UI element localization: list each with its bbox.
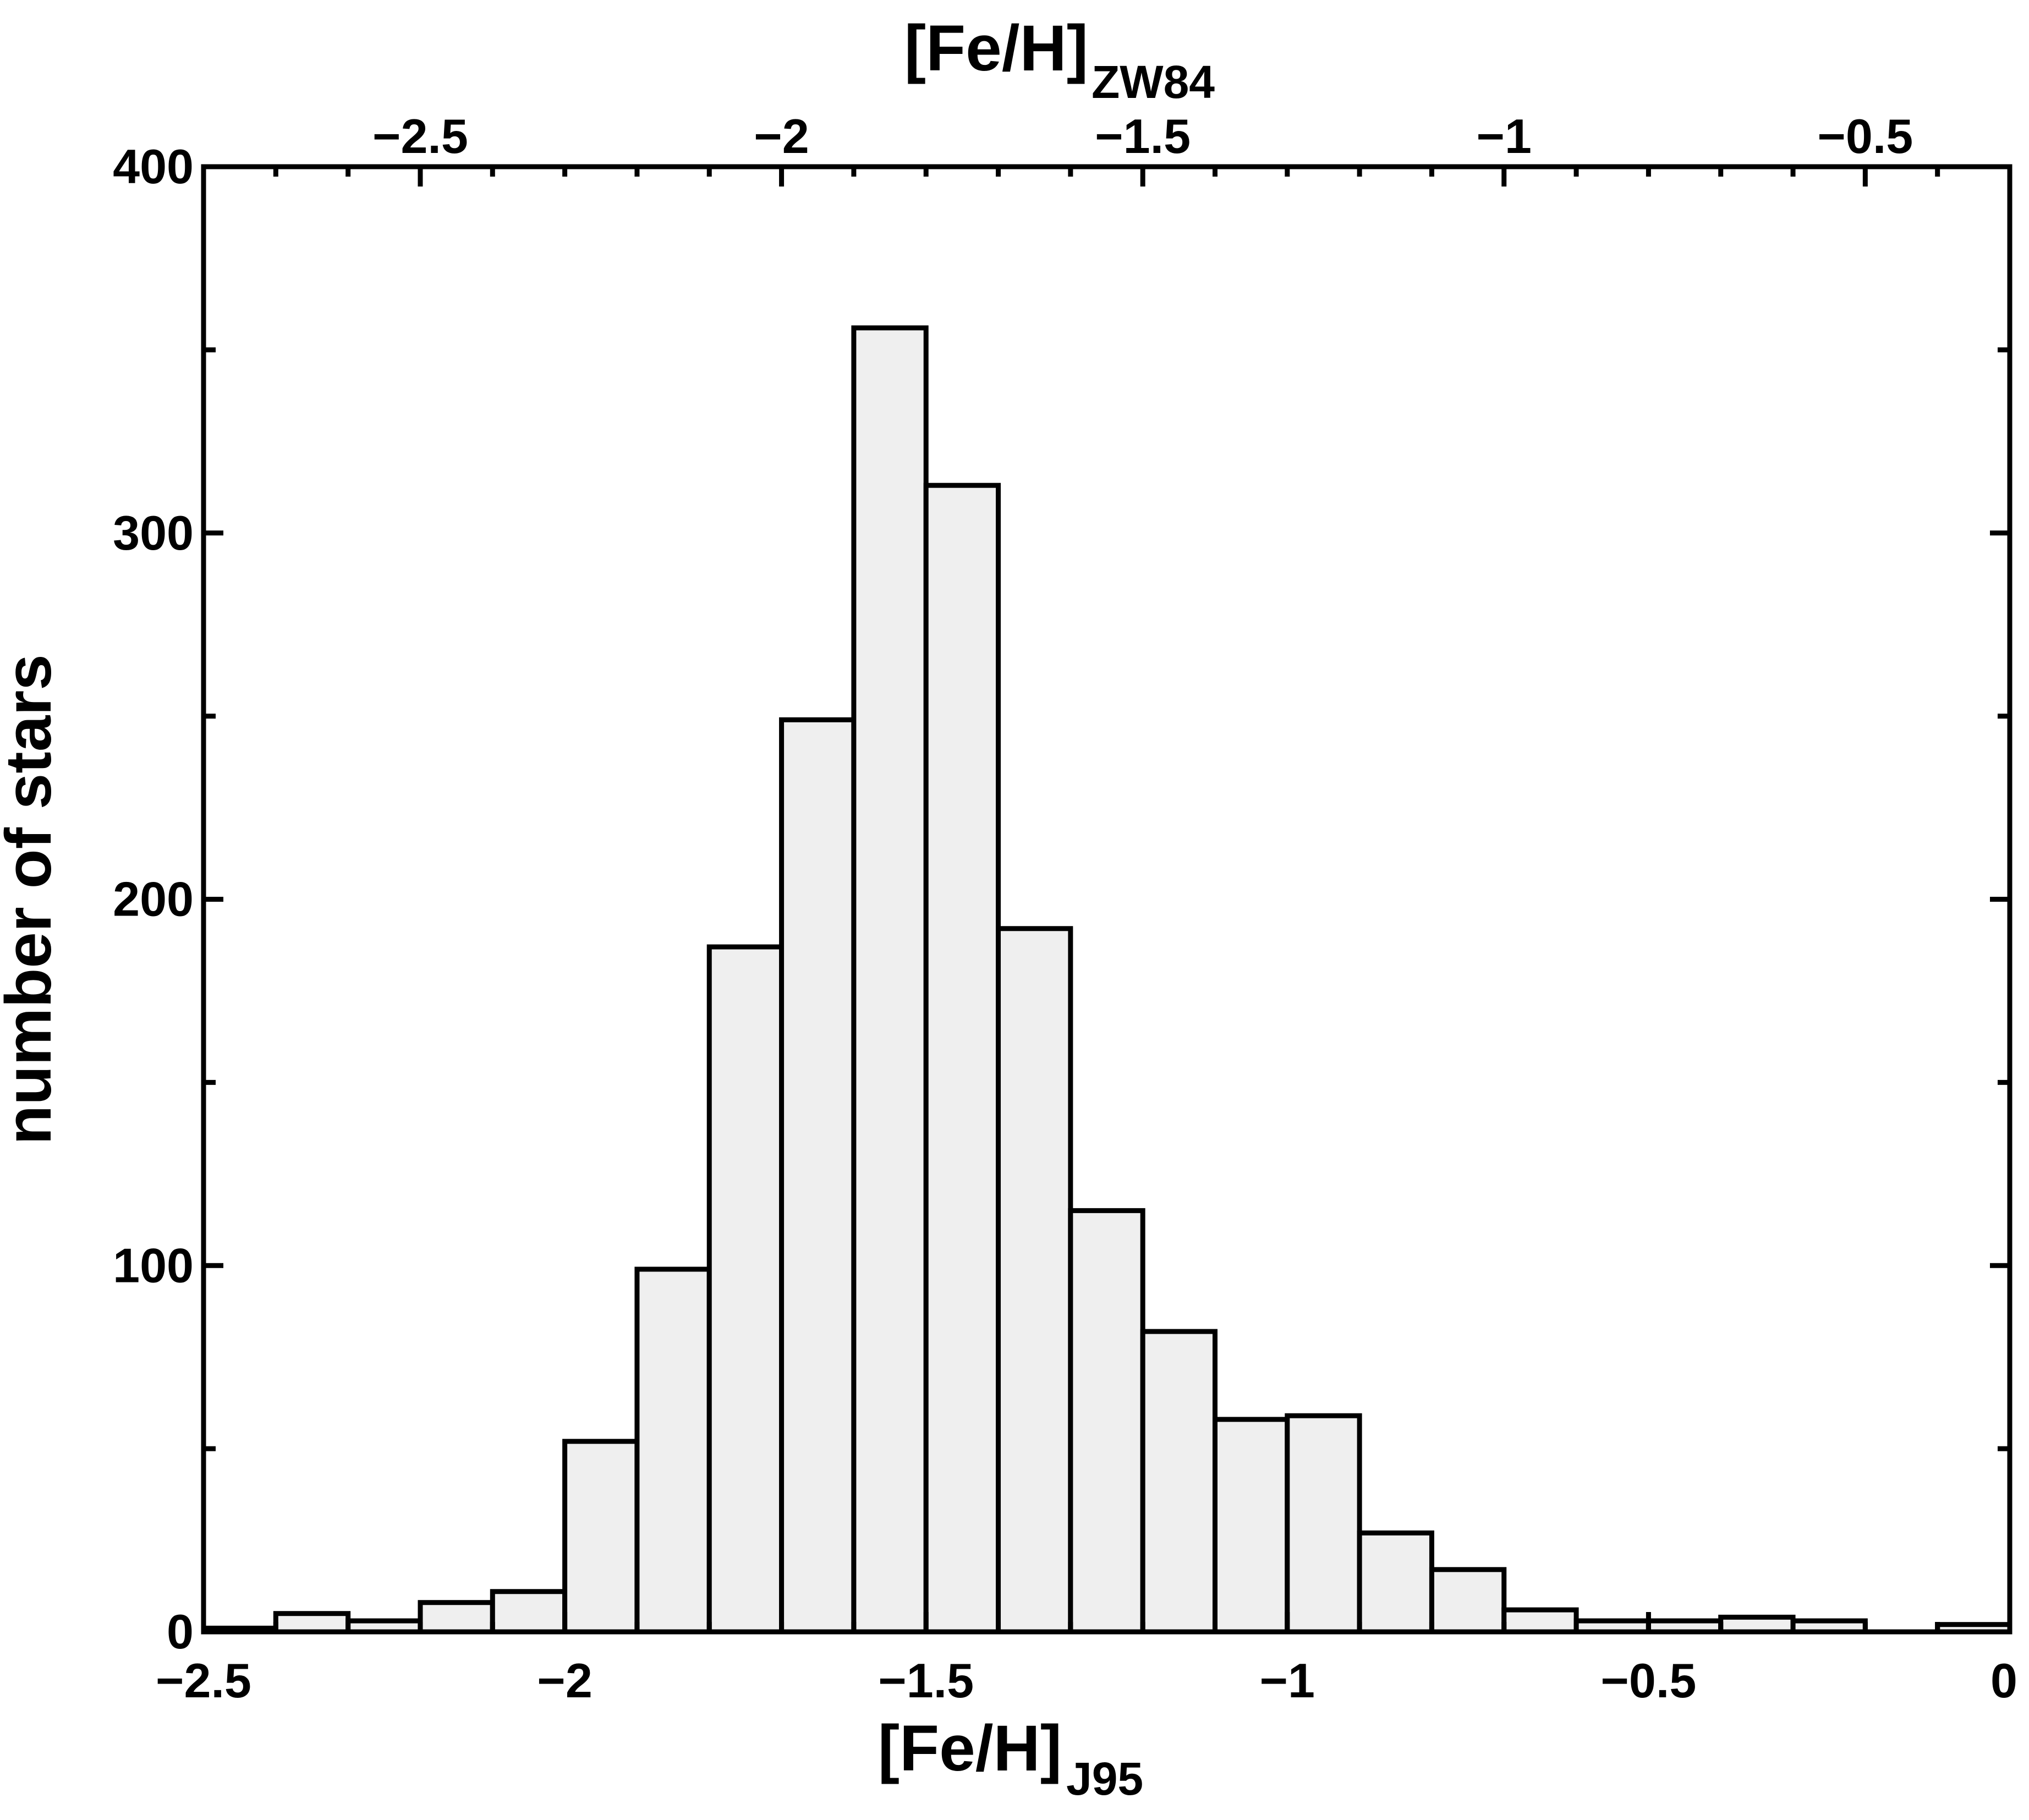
- histogram-bar-4: [490, 1589, 568, 1635]
- histogram-bar-6: [634, 1267, 712, 1635]
- histogram-bar-16: [1357, 1530, 1434, 1635]
- y-tick-label: 400: [113, 139, 194, 194]
- top-tick-label: −2.5: [372, 109, 468, 163]
- histogram-bar-1: [273, 1611, 351, 1635]
- top-axis-title-subscript: ZW84: [1092, 56, 1215, 108]
- top-tick-label: −2: [754, 109, 809, 163]
- x-tick-label: −1.5: [878, 1653, 974, 1708]
- plot-frame: [201, 164, 2012, 1635]
- x-tick-label: −2: [537, 1653, 592, 1708]
- x-tick-label: −1: [1260, 1653, 1315, 1708]
- histogram-bar-10: [923, 483, 1001, 1635]
- x-axis-title: [Fe/H]: [878, 1712, 1062, 1785]
- y-tick-label: 300: [113, 506, 194, 560]
- x-tick-label: −2.5: [156, 1653, 251, 1708]
- top-tick-label: −0.5: [1817, 109, 1913, 163]
- x-tick-label: 0: [1990, 1653, 2017, 1708]
- y-tick-label: 200: [113, 872, 194, 927]
- histogram-bar-5: [562, 1439, 640, 1635]
- histogram-bar-15: [1285, 1413, 1362, 1635]
- top-axis-title: [Fe/H]: [904, 12, 1088, 85]
- y-tick-label: 100: [113, 1238, 194, 1292]
- left-axis-tick-labels: 0 100 200 300 400: [113, 139, 194, 1659]
- histogram-bar-9: [851, 325, 929, 1635]
- histogram-bar-8: [779, 717, 857, 1635]
- bottom-axis-tick-labels: −2.5 −2 −1.5 −1 −0.5 0: [156, 1653, 2017, 1708]
- x-tick-label: −0.5: [1601, 1653, 1697, 1708]
- x-axis-title-subscript: J95: [1066, 1753, 1143, 1805]
- histogram-bar-18: [1501, 1607, 1579, 1635]
- y-axis-title: number of stars: [0, 654, 65, 1145]
- histogram-bar-14: [1212, 1417, 1290, 1635]
- y-tick-label: 0: [167, 1604, 194, 1659]
- top-axis-tick-labels: −2.5 −2 −1.5 −1 −0.5: [372, 109, 1913, 163]
- top-tick-label: −1: [1477, 109, 1532, 163]
- histogram-bars: [201, 325, 2012, 1635]
- histogram-bar-17: [1429, 1567, 1507, 1635]
- histogram-bar-7: [706, 944, 785, 1635]
- histogram-bar-11: [996, 926, 1073, 1635]
- top-tick-label: −1.5: [1095, 109, 1191, 163]
- histogram-bar-3: [418, 1600, 495, 1635]
- histogram-bar-13: [1140, 1329, 1218, 1635]
- histogram-bar-12: [1068, 1208, 1145, 1635]
